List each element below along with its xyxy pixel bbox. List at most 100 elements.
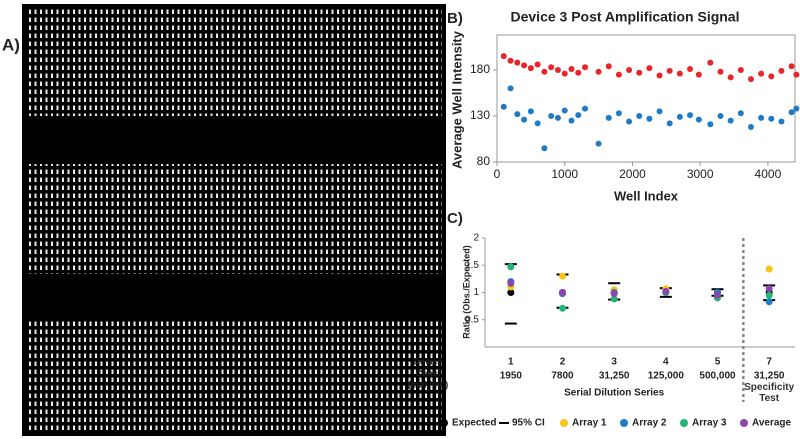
data-point xyxy=(695,116,702,123)
data-point xyxy=(687,112,694,119)
legend-label: 95% CI xyxy=(512,418,545,429)
panel-label: B) xyxy=(447,10,463,27)
data-point xyxy=(559,304,566,312)
x-tick-label: 4000 xyxy=(755,167,782,181)
data-point xyxy=(500,103,507,110)
data-point xyxy=(666,120,673,127)
y-tick-label: 0.5 xyxy=(465,314,479,325)
row-label: Device xyxy=(413,356,442,366)
data-point xyxy=(605,63,612,70)
data-point xyxy=(575,69,582,76)
data-point xyxy=(514,111,521,118)
data-point xyxy=(717,68,724,75)
x-tick-label: 31,250 xyxy=(599,371,630,382)
data-point xyxy=(610,290,618,298)
x-tick-label: 4 xyxy=(663,357,669,368)
x-tick-label: 3 xyxy=(611,357,617,368)
legend-swatch xyxy=(620,419,628,427)
data-point xyxy=(568,66,575,73)
x-tick-label: 7 xyxy=(766,357,772,368)
data-point xyxy=(737,66,744,73)
legend-label: Expected xyxy=(452,418,496,429)
data-point xyxy=(793,71,800,78)
data-point xyxy=(615,71,622,78)
data-point xyxy=(554,114,561,121)
legend-label: Average xyxy=(752,418,792,429)
data-point xyxy=(527,108,534,115)
data-point xyxy=(559,289,566,296)
data-point xyxy=(765,298,773,306)
y-axis-label: Average Well Intensity xyxy=(449,30,464,169)
data-point xyxy=(527,65,534,72)
data-point xyxy=(605,114,612,121)
x-tick-label: 3000 xyxy=(687,167,714,181)
data-point xyxy=(714,291,721,299)
x-tick-label: 7800 xyxy=(551,371,574,382)
x-tick-label: 5 xyxy=(715,357,721,368)
data-point xyxy=(676,113,683,120)
panel-label: C) xyxy=(447,210,463,227)
x-tick-label: 1000 xyxy=(551,167,578,181)
data-point xyxy=(737,110,744,117)
data-point xyxy=(758,70,765,77)
data-point xyxy=(534,120,541,127)
data-point xyxy=(554,66,561,73)
data-point xyxy=(765,285,773,293)
data-point xyxy=(793,105,800,112)
x-tick-label: 0 xyxy=(494,167,501,181)
data-point xyxy=(507,85,514,92)
data-point xyxy=(707,121,714,128)
data-point xyxy=(768,73,775,80)
data-point xyxy=(548,64,555,71)
data-point xyxy=(707,59,714,66)
data-point xyxy=(768,115,775,122)
chart-title: Device 3 Post Amplification Signal xyxy=(511,9,740,25)
legend-swatch xyxy=(560,419,568,427)
data-point xyxy=(765,265,773,273)
data-point xyxy=(758,114,765,121)
data-point xyxy=(521,62,528,69)
plot-frame xyxy=(496,34,796,163)
data-point xyxy=(548,112,555,119)
microscope-image xyxy=(22,4,446,436)
data-point xyxy=(626,66,633,73)
data-point xyxy=(521,116,528,123)
data-point xyxy=(747,76,754,83)
data-point xyxy=(568,117,575,124)
panel-label: A) xyxy=(2,35,20,54)
data-point xyxy=(534,61,541,68)
row-label: (mol./mL) xyxy=(408,379,449,389)
x-tick-label: 1950 xyxy=(500,371,523,382)
x-tick-label: 31,250 xyxy=(754,371,785,382)
data-point xyxy=(507,57,514,64)
y-axis-label: Ratio (Obs./Expected) xyxy=(461,245,471,339)
x-axis-label: Well Index xyxy=(614,188,679,203)
data-point xyxy=(636,69,643,76)
x-tick-label: 2000 xyxy=(619,167,646,181)
data-point xyxy=(778,118,785,125)
data-point xyxy=(695,71,702,78)
data-point xyxy=(541,145,548,152)
group-label: Specificity Test xyxy=(744,382,795,404)
data-point xyxy=(727,74,734,81)
data-point xyxy=(662,287,670,295)
data-point xyxy=(636,112,643,119)
data-point xyxy=(747,124,754,131)
data-point xyxy=(727,117,734,124)
y-tick-label: 180 xyxy=(470,62,490,76)
y-tick-label: 80 xyxy=(477,154,491,168)
data-point xyxy=(561,70,568,77)
data-point xyxy=(676,70,683,77)
data-point xyxy=(656,72,663,79)
legend-label: Array 1 xyxy=(572,418,607,429)
data-point xyxy=(582,64,589,71)
row-label: Conc. xyxy=(415,368,440,378)
data-point xyxy=(765,291,773,299)
x-tick-label: 500,000 xyxy=(699,371,736,382)
legend-swatch xyxy=(440,419,448,427)
data-point xyxy=(646,115,653,122)
legend-label: Array 3 xyxy=(692,418,727,429)
data-point xyxy=(514,59,521,66)
